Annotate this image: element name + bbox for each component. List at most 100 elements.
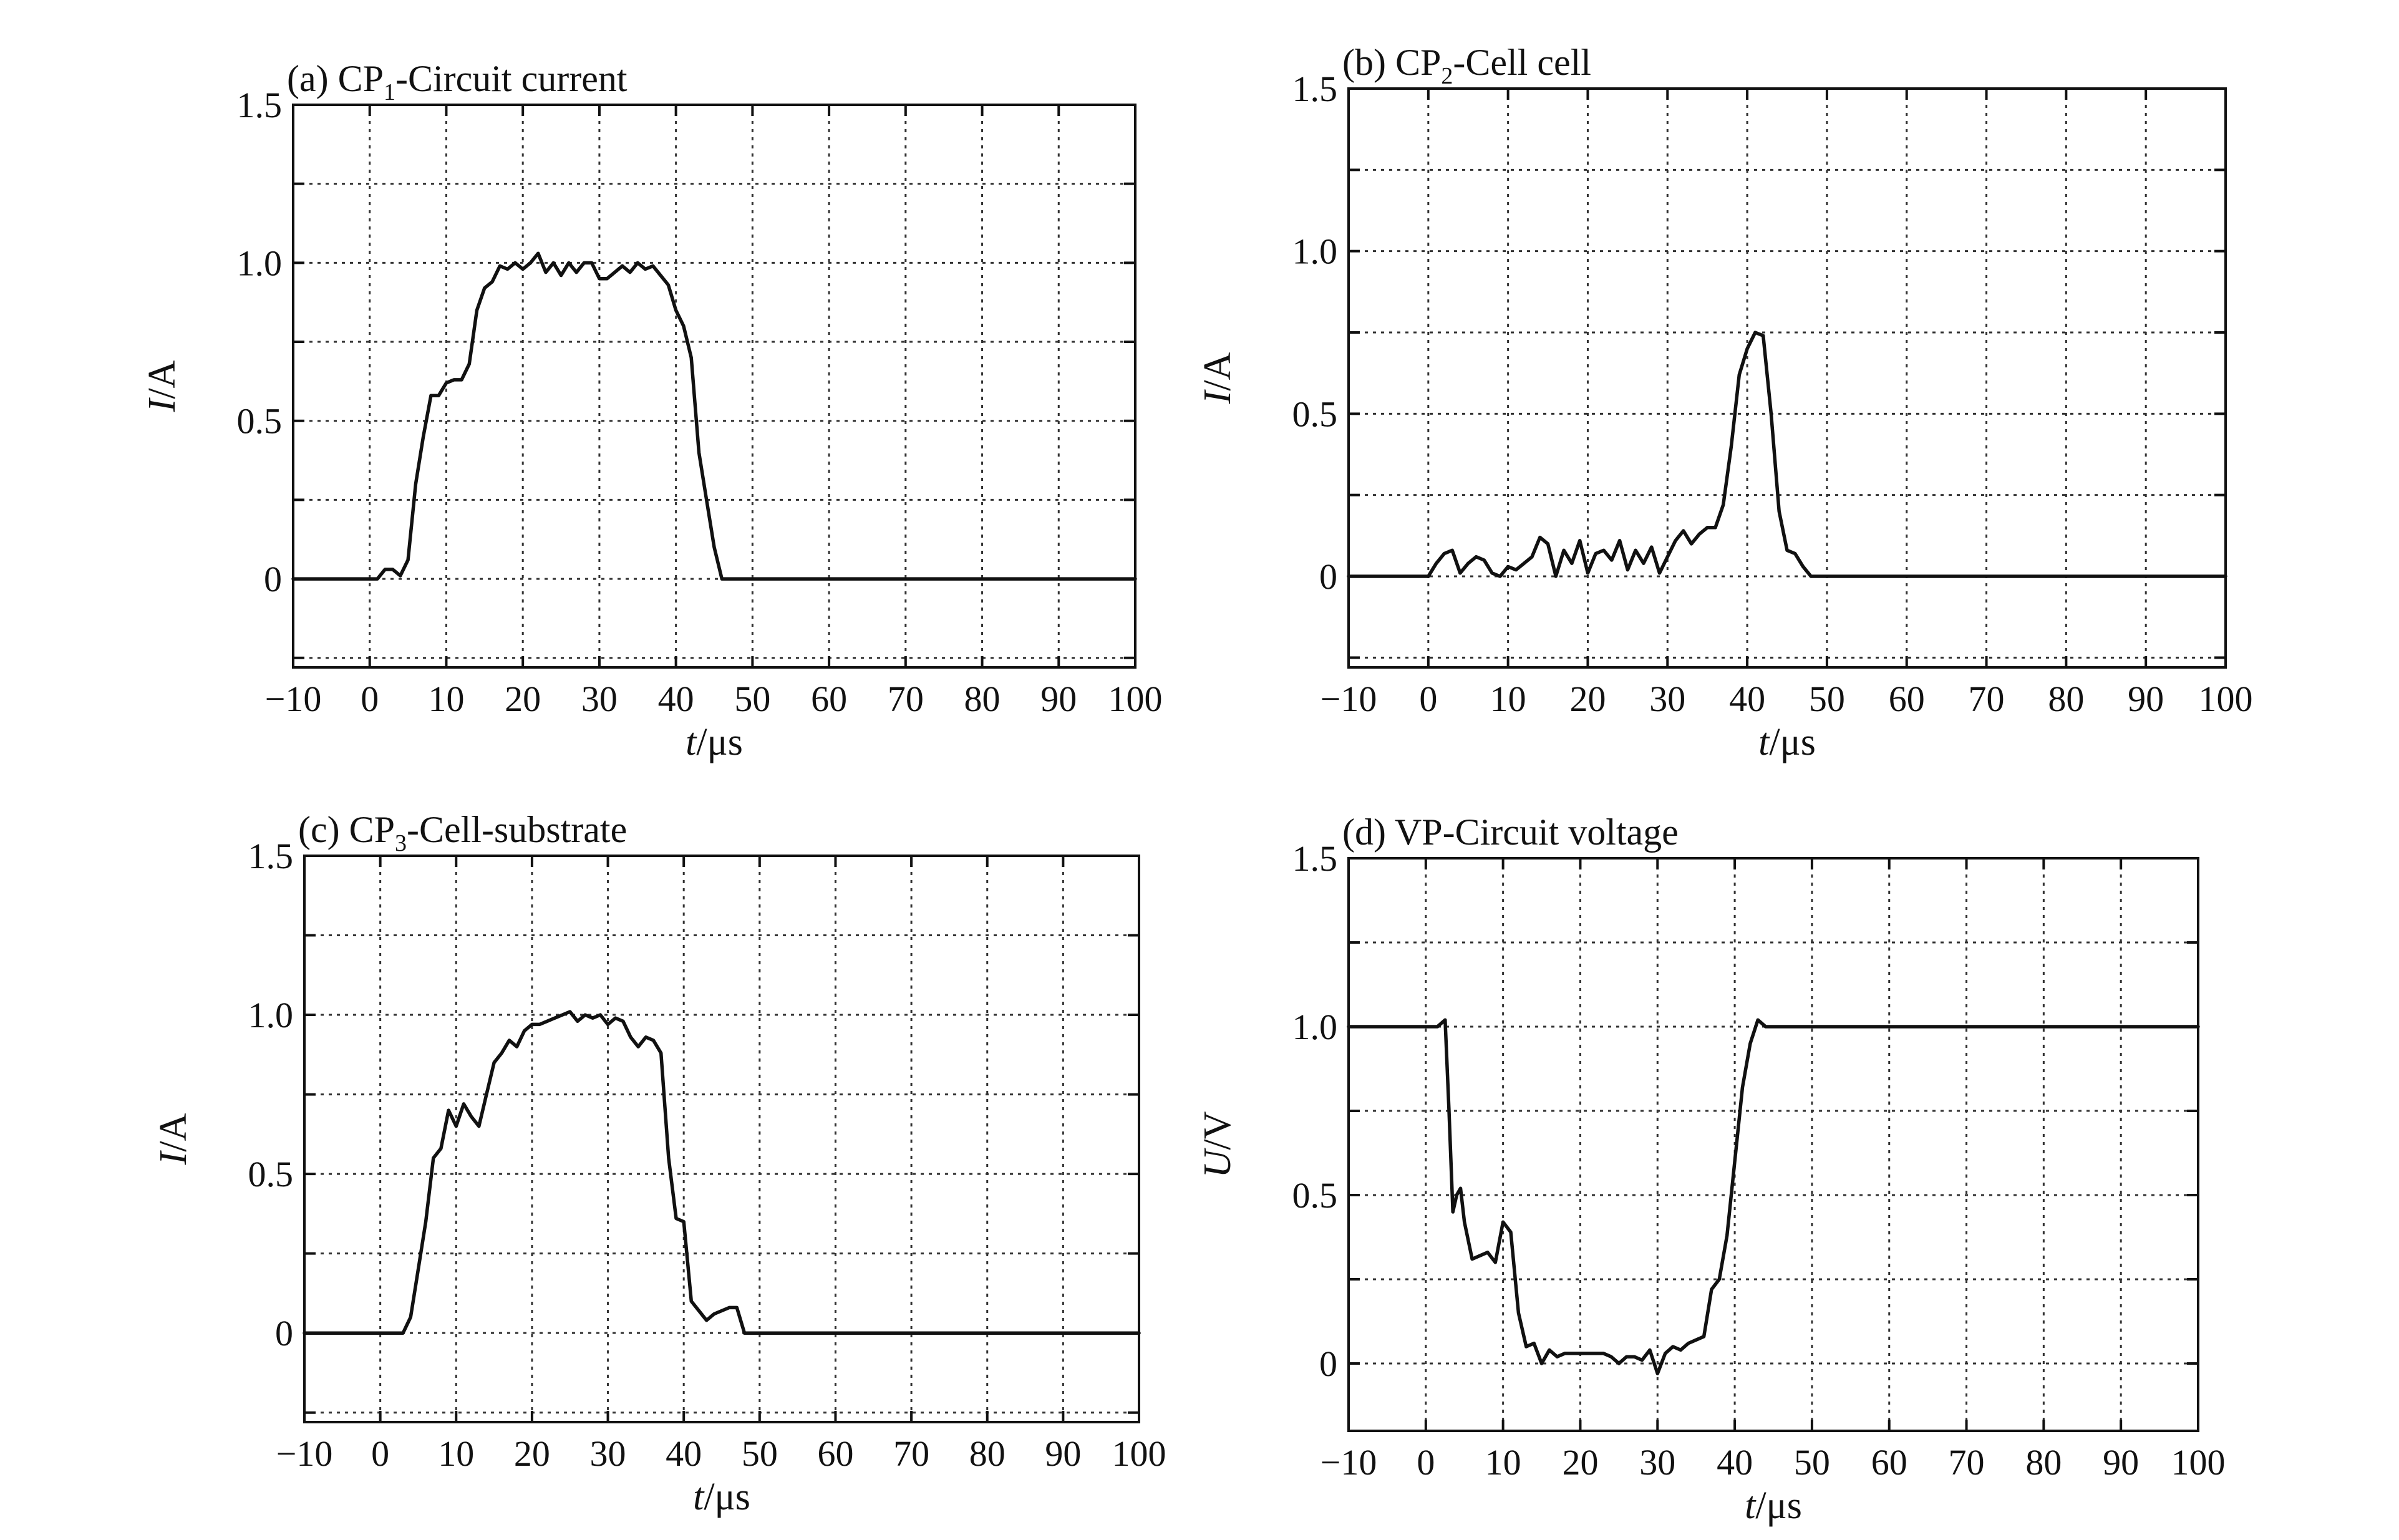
- x-axis-label: t/μs: [1758, 721, 1816, 763]
- chart-panel-a: −10 0 10 20 30 40 50 60 70 80 90 100 0 0.5 1.0 1.5(a) C…: [141, 58, 1163, 763]
- x-tick-label: 40: [658, 679, 694, 719]
- x-tick-label: 60: [811, 679, 847, 719]
- chart-panel-b: −10 0 10 20 30 40 50 60 70 80 90 100 0 0.5 1.0 1.5(b) C…: [1196, 42, 2253, 763]
- y-axis-label: I/A: [1196, 352, 1239, 404]
- panel-title: (c) CP3-Cell-substrate: [298, 809, 627, 856]
- x-tick-label: 60: [1871, 1442, 1907, 1483]
- y-axis-var: I: [141, 397, 183, 412]
- y-tick-label: 1.5: [248, 836, 294, 876]
- x-tick-label: 70: [1969, 679, 2005, 719]
- x-tick-label: −10: [1321, 1442, 1377, 1483]
- x-tick-label: 40: [1729, 679, 1765, 719]
- x-tick-label: 20: [514, 1433, 550, 1474]
- x-tick-label: 0: [1417, 1442, 1435, 1483]
- x-axis-label: t/μs: [693, 1476, 750, 1518]
- x-tick-label: 80: [2025, 1442, 2062, 1483]
- x-tick-label: 10: [438, 1433, 474, 1474]
- y-tick-label: 1.0: [237, 243, 283, 283]
- x-tick-label: 50: [1809, 679, 1845, 719]
- x-tick-label: 100: [1108, 679, 1163, 719]
- chart-panel-c: −10 0 10 20 30 40 50 60 70 80 90 100 0 0.5 1.0 1.5(c) C…: [152, 809, 1166, 1518]
- x-tick-label: 100: [2171, 1442, 2226, 1483]
- x-tick-label: 0: [1419, 679, 1437, 719]
- x-tick-label: −10: [1321, 679, 1377, 719]
- panel-title-subscript: 2: [1441, 63, 1453, 89]
- x-tick-label: 30: [590, 1433, 626, 1474]
- x-tick-label: 60: [1889, 679, 1925, 719]
- x-tick-label: −10: [276, 1433, 333, 1474]
- x-tick-label: 70: [893, 1433, 929, 1474]
- x-tick-label: 80: [964, 679, 1001, 719]
- x-tick-label: 10: [428, 679, 464, 719]
- x-tick-label: 20: [1562, 1442, 1598, 1483]
- panel-title-main: (c) CP: [298, 809, 395, 850]
- panel-title: (b) CP2-Cell cell: [1342, 42, 1591, 89]
- x-tick-label: 20: [505, 679, 541, 719]
- chart-panel-d: −10 0 10 20 30 40 50 60 70 80 90 100 0 0.5 1.0 1.5(d) V…: [1196, 811, 2226, 1527]
- panel-title: (a) CP1-Circuit current: [287, 58, 628, 105]
- x-axis-label: t/μs: [686, 721, 743, 763]
- x-tick-label: 0: [361, 679, 379, 719]
- y-tick-label: 0.5: [237, 401, 283, 442]
- y-tick-label: 0.5: [1292, 1175, 1338, 1216]
- y-axis-unit: /A: [152, 1113, 195, 1151]
- x-tick-label: 50: [1794, 1442, 1830, 1483]
- x-tick-label: 40: [666, 1433, 702, 1474]
- panel-title-subscript: 1: [384, 79, 395, 105]
- x-tick-label: 10: [1485, 1442, 1521, 1483]
- y-axis-label: I/A: [141, 360, 183, 412]
- y-tick-label: 0: [264, 559, 282, 599]
- panel-title: (d) VP-Circuit voltage: [1342, 811, 1679, 853]
- panel-title-rest: -Cell cell: [1453, 42, 1591, 83]
- x-tick-label: 90: [2128, 679, 2164, 719]
- x-tick-label: 30: [581, 679, 618, 719]
- y-tick-label: 1.0: [1292, 1007, 1338, 1047]
- x-axis-unit: /μs: [696, 721, 743, 763]
- x-tick-label: 20: [1569, 679, 1606, 719]
- y-axis-label: I/A: [152, 1113, 195, 1165]
- x-axis-var: t: [686, 721, 697, 763]
- y-tick-label: 1.5: [1292, 838, 1338, 879]
- panel-title-main: (b) CP: [1342, 42, 1441, 83]
- x-axis-unit: /μs: [1769, 721, 1816, 763]
- x-axis-unit: /μs: [1755, 1484, 1802, 1527]
- y-tick-label: 1.0: [1292, 231, 1338, 272]
- y-tick-label: 0: [1319, 1344, 1337, 1384]
- y-tick-label: 1.0: [248, 995, 294, 1035]
- panel-title-rest: -Cell-substrate: [407, 809, 627, 850]
- x-tick-label: 30: [1649, 679, 1685, 719]
- panel-title-rest: -Circuit current: [395, 58, 628, 99]
- x-axis-var: t: [1745, 1484, 1757, 1527]
- plot-frame: [303, 855, 1140, 1423]
- x-tick-label: 80: [969, 1433, 1006, 1474]
- x-axis-unit: /μs: [704, 1476, 750, 1518]
- plot-frame: [1347, 857, 2199, 1432]
- x-tick-label: 70: [888, 679, 924, 719]
- y-tick-label: 0.5: [248, 1154, 294, 1194]
- y-tick-label: 0: [1319, 556, 1337, 597]
- y-axis-var: U: [1196, 1147, 1239, 1178]
- x-tick-label: 60: [817, 1433, 853, 1474]
- y-axis-unit: /A: [1196, 352, 1239, 390]
- x-tick-label: 90: [1040, 679, 1077, 719]
- x-tick-label: 10: [1490, 679, 1526, 719]
- series-line-b: [1347, 331, 2227, 578]
- x-tick-label: 100: [2199, 679, 2253, 719]
- x-tick-label: 70: [1949, 1442, 1985, 1483]
- plot-frame: [1347, 87, 2227, 669]
- y-tick-label: 0: [275, 1313, 293, 1354]
- x-axis-var: t: [693, 1476, 705, 1518]
- x-axis-label: t/μs: [1745, 1484, 1802, 1527]
- panel-title-subscript: 3: [395, 830, 407, 856]
- series-line-c: [303, 1010, 1141, 1335]
- series-line-d: [1347, 1018, 2200, 1375]
- plot-frame: [292, 104, 1136, 669]
- y-axis-var: I: [1196, 389, 1239, 404]
- y-tick-label: 1.5: [1292, 69, 1338, 109]
- y-axis-label: U/V: [1196, 1111, 1239, 1178]
- x-axis-var: t: [1758, 721, 1770, 763]
- x-tick-label: 50: [742, 1433, 778, 1474]
- y-tick-label: 0.5: [1292, 394, 1338, 434]
- y-axis-unit: /V: [1196, 1111, 1239, 1150]
